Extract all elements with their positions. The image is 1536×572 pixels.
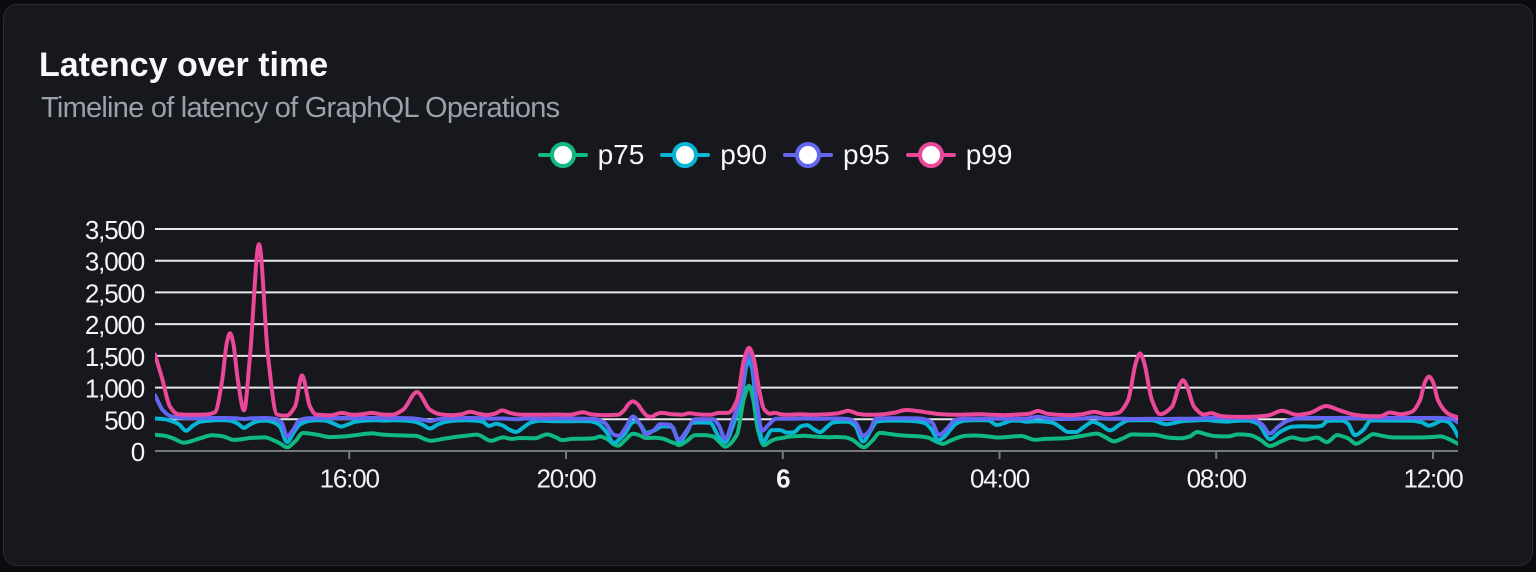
svg-text:1,000: 1,000 [85, 374, 145, 404]
svg-text:12:00: 12:00 [1403, 463, 1463, 493]
svg-text:20:00: 20:00 [536, 463, 596, 493]
svg-text:16:00: 16:00 [320, 463, 380, 493]
svg-text:1,500: 1,500 [85, 342, 145, 372]
svg-text:2,500: 2,500 [85, 278, 145, 308]
svg-text:04:00: 04:00 [970, 463, 1030, 493]
svg-text:3,000: 3,000 [85, 247, 145, 277]
svg-text:08:00: 08:00 [1187, 463, 1247, 493]
svg-text:6: 6 [776, 463, 790, 493]
svg-text:2,000: 2,000 [85, 310, 145, 340]
svg-text:500: 500 [104, 405, 145, 435]
svg-text:0: 0 [131, 437, 145, 467]
svg-text:3,500: 3,500 [85, 215, 145, 245]
